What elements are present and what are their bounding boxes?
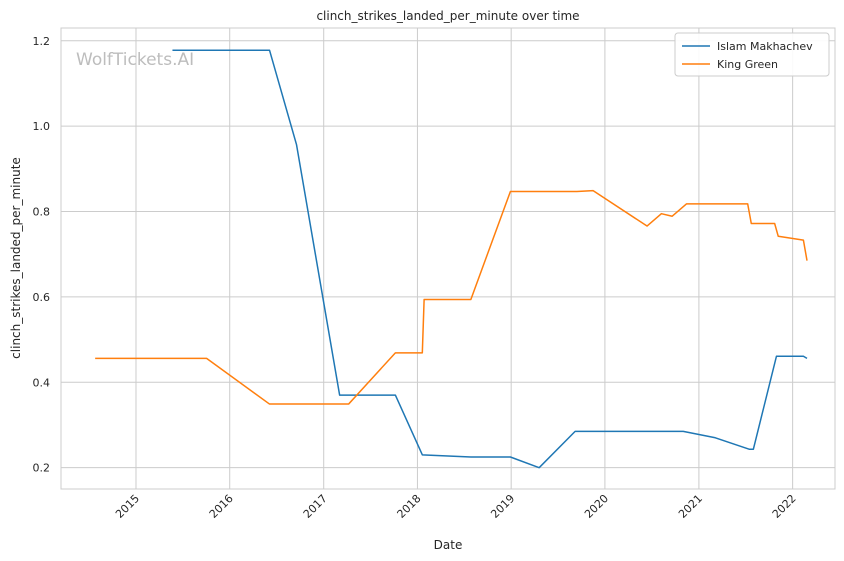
legend-box (674, 32, 830, 77)
grid (61, 28, 835, 489)
series-line-0 (172, 49, 808, 469)
y-tick-label: 1.2 (33, 35, 51, 48)
watermark: WolfTickets.AI (76, 50, 194, 70)
legend-label-1: King Green (717, 58, 778, 71)
y-tick-label: 0.2 (33, 462, 51, 475)
y-tick-label: 0.4 (33, 376, 51, 389)
legend: Islam Makhachev King Green (674, 32, 830, 77)
series-line-1 (95, 189, 808, 405)
y-tick-label: 0.6 (33, 291, 51, 304)
x-axis-label: Date (434, 538, 463, 552)
legend-label-0: Islam Makhachev (717, 40, 813, 53)
plot-area (60, 27, 836, 490)
y-tick-label: 1.0 (33, 120, 51, 133)
y-axis-label: clinch_strikes_landed_per_minute (9, 157, 23, 359)
chart-title: clinch_strikes_landed_per_minute over ti… (316, 9, 579, 23)
y-tick-label: 0.8 (33, 206, 51, 219)
series-layer (95, 49, 808, 469)
